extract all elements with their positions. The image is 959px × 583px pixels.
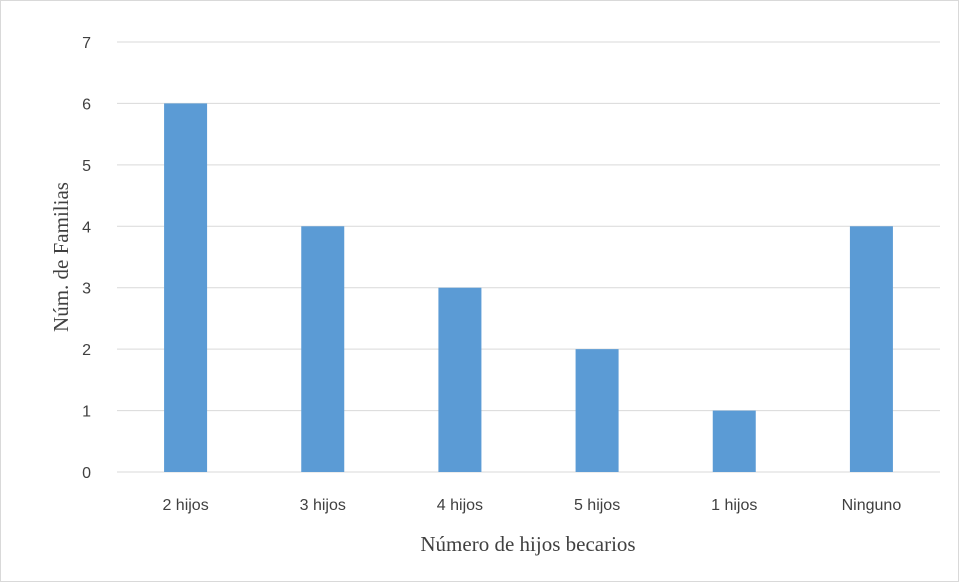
x-tick-label: 1 hijos [711, 497, 757, 514]
bar [575, 349, 619, 472]
x-axis-title: Número de hijos becarios [420, 532, 635, 556]
y-tick-label: 7 [82, 35, 91, 52]
bar [849, 226, 893, 472]
y-tick-label: 0 [82, 465, 91, 482]
y-tick-label: 6 [82, 96, 91, 113]
x-axis-ticks: 2 hijos 3 hijos 4 hijos 5 hijos 1 hijos Ningu… [162, 497, 901, 514]
x-tick-label: 4 hijos [437, 497, 483, 514]
bar [164, 103, 208, 472]
y-axis-title: Núm. de Familias [49, 182, 73, 332]
x-tick-label: 5 hijos [574, 497, 620, 514]
x-tick-label: Ninguno [842, 497, 902, 514]
y-tick-label: 4 [82, 219, 91, 236]
y-tick-label: 5 [82, 158, 91, 175]
gridlines [117, 41, 940, 473]
bars [164, 103, 893, 472]
y-tick-label: 1 [82, 404, 91, 421]
bar [712, 410, 756, 472]
y-axis-ticks: 0 1 2 3 4 5 6 7 [82, 35, 91, 482]
y-tick-label: 3 [82, 281, 91, 298]
x-tick-label: 2 hijos [162, 497, 208, 514]
bar [438, 287, 482, 472]
x-tick-label: 3 hijos [300, 497, 346, 514]
bar [301, 226, 345, 472]
y-tick-label: 2 [82, 342, 91, 359]
